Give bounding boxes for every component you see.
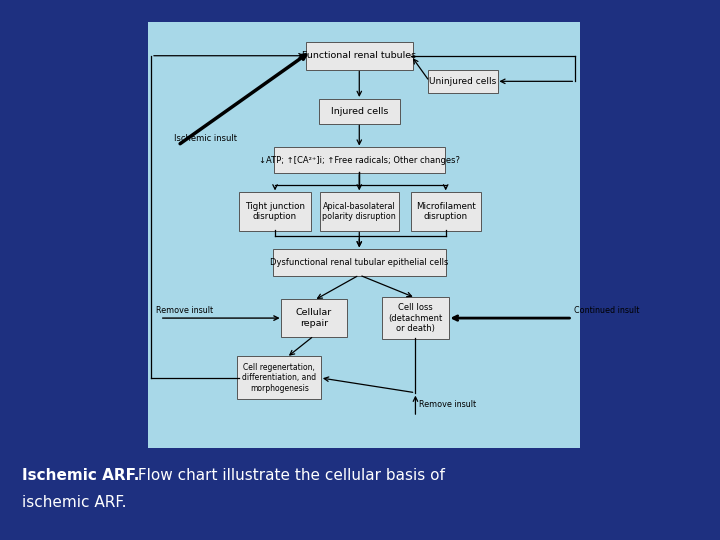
- Text: Functional renal tubules: Functional renal tubules: [302, 51, 416, 60]
- Text: Microfilament
disruption: Microfilament disruption: [416, 202, 475, 221]
- Text: Ischemic insult: Ischemic insult: [174, 133, 238, 143]
- FancyBboxPatch shape: [306, 42, 413, 70]
- Text: Cell loss
(detachment
or death): Cell loss (detachment or death): [388, 303, 443, 333]
- FancyBboxPatch shape: [272, 249, 446, 276]
- Text: Dysfunctional renal tubular epithelial cells: Dysfunctional renal tubular epithelial c…: [270, 258, 449, 267]
- Text: Cellular
repair: Cellular repair: [296, 308, 332, 328]
- FancyBboxPatch shape: [274, 147, 445, 173]
- Text: Tight junction
disruption: Tight junction disruption: [245, 202, 305, 221]
- FancyBboxPatch shape: [382, 297, 449, 340]
- FancyBboxPatch shape: [319, 99, 400, 124]
- Text: Remove insult: Remove insult: [419, 400, 476, 409]
- FancyBboxPatch shape: [428, 70, 498, 93]
- Text: Uninjured cells: Uninjured cells: [429, 77, 497, 86]
- Text: Continued insult: Continued insult: [574, 306, 639, 315]
- Text: Remove insult: Remove insult: [156, 306, 213, 315]
- Text: Apical-basolateral
polarity disruption: Apical-basolateral polarity disruption: [323, 202, 396, 221]
- Text: Ischemic ARF.: Ischemic ARF.: [22, 468, 139, 483]
- FancyBboxPatch shape: [281, 299, 346, 337]
- FancyBboxPatch shape: [238, 356, 321, 399]
- FancyBboxPatch shape: [320, 192, 399, 231]
- Text: Flow chart illustrate the cellular basis of: Flow chart illustrate the cellular basis…: [133, 468, 445, 483]
- FancyBboxPatch shape: [148, 22, 580, 448]
- Text: Cell regenertation,
differentiation, and
morphogenesis: Cell regenertation, differentiation, and…: [243, 363, 316, 393]
- Text: Injured cells: Injured cells: [330, 107, 388, 116]
- Text: ↓ATP; ↑[CA²⁺]i; ↑Free radicals; Other changes?: ↓ATP; ↑[CA²⁺]i; ↑Free radicals; Other ch…: [258, 156, 460, 165]
- FancyBboxPatch shape: [239, 192, 311, 231]
- FancyBboxPatch shape: [410, 192, 481, 231]
- Text: ischemic ARF.: ischemic ARF.: [22, 495, 126, 510]
